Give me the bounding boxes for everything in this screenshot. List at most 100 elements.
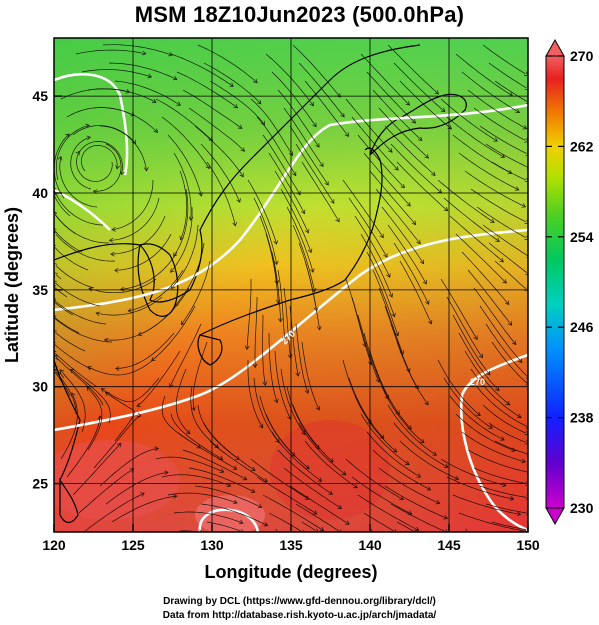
streamline	[209, 440, 268, 482]
streamline	[105, 471, 169, 505]
streamline	[467, 449, 528, 473]
streamline-arrow	[244, 345, 250, 350]
streamline-arrow	[394, 166, 399, 171]
streamline	[54, 352, 98, 388]
streamline	[387, 404, 437, 456]
streamline	[351, 296, 372, 365]
contour-258-north	[54, 103, 528, 312]
streamline	[271, 71, 317, 127]
streamline	[55, 124, 90, 181]
streamline	[280, 368, 306, 435]
streamline	[102, 44, 173, 56]
streamline	[304, 440, 358, 489]
x-tick-label: 135	[279, 537, 303, 553]
streamline	[455, 413, 516, 452]
streamline	[161, 116, 210, 169]
streamline-arrow	[419, 438, 425, 444]
streamline	[488, 62, 527, 89]
streamline-arrow	[172, 75, 178, 81]
streamline-arrow	[87, 366, 92, 371]
streamline	[188, 107, 245, 152]
streamline-arrow	[524, 235, 528, 240]
streamline	[390, 503, 446, 532]
streamline-arrow	[59, 369, 65, 374]
streamline	[298, 422, 347, 476]
streamline	[479, 125, 527, 154]
streamline-arrow	[127, 308, 133, 313]
streamline	[476, 386, 527, 427]
streamline	[256, 476, 318, 515]
streamline	[182, 449, 247, 481]
streamline	[372, 449, 431, 491]
streamline-arrow	[419, 259, 425, 265]
colorbar-label: 270	[570, 48, 594, 64]
streamline-arrow	[54, 350, 57, 352]
streamline	[170, 413, 223, 460]
streamline-arrow	[440, 107, 446, 113]
streamline-arrow	[54, 315, 57, 317]
streamline-arrow	[426, 486, 432, 491]
colorbar-scale	[545, 55, 565, 509]
streamline-arrow	[392, 448, 398, 453]
streamline	[449, 215, 504, 263]
streamline	[111, 495, 177, 523]
streamline	[482, 224, 528, 257]
streamline	[197, 44, 258, 83]
streamline-arrow	[521, 458, 526, 464]
streamline	[443, 197, 500, 242]
streamline	[482, 44, 526, 75]
streamline-arrow	[120, 170, 125, 176]
streamline	[167, 492, 238, 504]
streamline	[54, 286, 68, 298]
contour-270-east	[459, 353, 528, 532]
streamline	[467, 89, 527, 130]
x-tick-label: 150	[516, 537, 540, 553]
streamline-arrow	[319, 162, 324, 168]
streamline	[192, 341, 208, 411]
streamline-arrow	[274, 280, 280, 285]
streamline-arrow	[136, 412, 142, 418]
streamline-arrow	[424, 400, 429, 406]
y-tick-label: 45	[32, 88, 48, 104]
streamline-arrow	[516, 511, 522, 517]
x-tick-label: 145	[437, 537, 461, 553]
streamline	[167, 134, 202, 197]
streamline	[295, 503, 340, 532]
streamline-arrow	[214, 443, 219, 449]
streamline	[173, 511, 244, 524]
streamline-arrow	[490, 218, 495, 223]
streamline	[87, 359, 154, 376]
streamline-arrow	[154, 446, 159, 452]
streamline	[494, 440, 528, 455]
streamline	[473, 467, 527, 484]
streamline	[342, 179, 384, 238]
streamline-arrow	[394, 331, 400, 337]
streamline-arrow	[495, 237, 500, 243]
streamline	[115, 332, 175, 369]
streamline	[66, 415, 101, 478]
streamline-arrow	[173, 252, 178, 258]
streamline	[482, 404, 526, 434]
colorbar-min-arrow	[545, 507, 565, 526]
streamline-arrow	[478, 353, 483, 359]
streamline	[54, 230, 83, 253]
streamline	[60, 392, 78, 460]
streamline	[179, 170, 188, 240]
streamline-arrow	[70, 368, 75, 374]
streamline	[109, 197, 160, 241]
streamline-arrow	[309, 101, 314, 107]
streamline-arrow	[495, 386, 500, 392]
streamline-arrow	[253, 78, 258, 84]
streamline	[105, 392, 135, 442]
continent-coast	[54, 44, 421, 303]
warm-region-southwest	[54, 440, 180, 520]
streamline	[455, 233, 507, 284]
streamline	[360, 53, 410, 106]
streamline	[54, 301, 74, 316]
streamline	[286, 386, 320, 449]
streamline-arrow	[114, 268, 119, 273]
streamline-arrow	[257, 503, 263, 509]
streamline	[54, 246, 89, 271]
streamline	[170, 206, 193, 273]
streamline	[268, 333, 278, 403]
